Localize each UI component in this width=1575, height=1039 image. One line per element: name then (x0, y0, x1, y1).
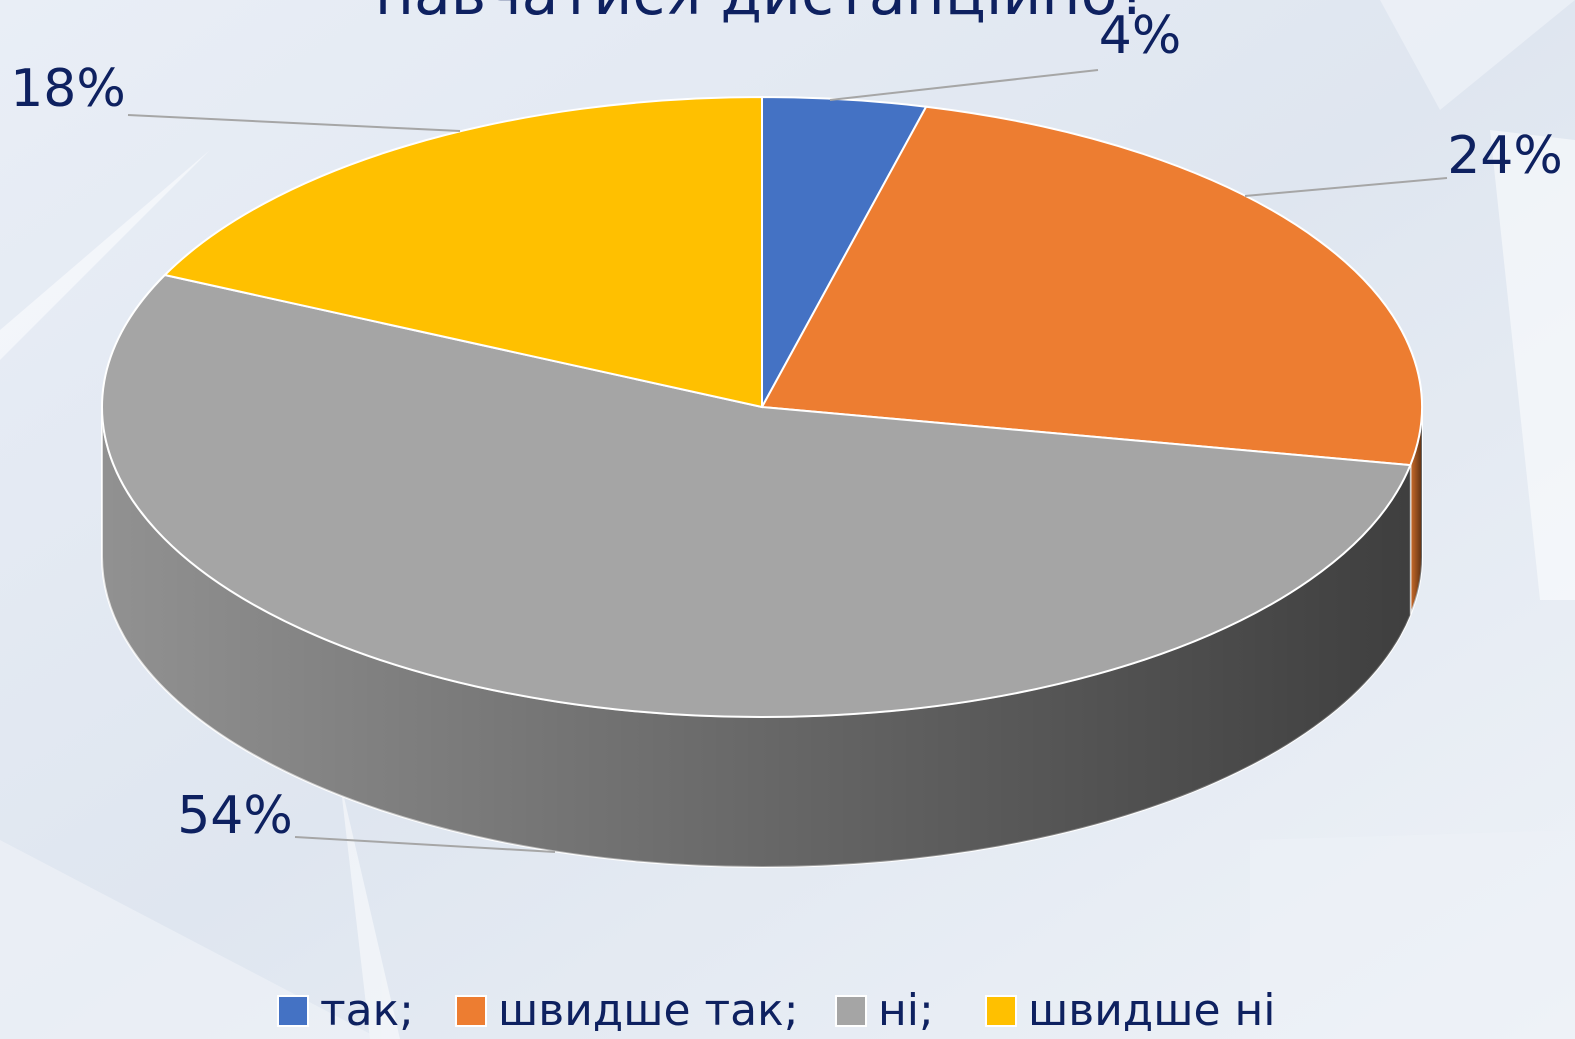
pie-slice (101, 273, 1412, 718)
leader-line (829, 69, 1099, 101)
pie-slice (760, 105, 1423, 467)
data-label: 54% (177, 786, 293, 846)
data-label: 18% (10, 59, 126, 119)
data-label: 4% (1099, 6, 1182, 66)
legend-swatch (835, 995, 867, 1027)
leader-line (294, 836, 556, 853)
chart-title: навчатися дистанційно? (375, 0, 1149, 29)
legend-label: швидше так; (498, 985, 799, 1036)
pie-slice (162, 95, 763, 409)
legend-swatch (985, 995, 1017, 1027)
legend-label: так; (320, 985, 414, 1036)
leader-line (1244, 177, 1448, 197)
legend-swatch (277, 995, 309, 1027)
legend-swatch (455, 995, 487, 1027)
data-label: 24% (1447, 126, 1563, 186)
legend-label: швидше ні (1028, 985, 1276, 1036)
leader-line (127, 114, 461, 132)
legend-label: ні; (878, 985, 934, 1036)
pie-side-shade (102, 407, 1411, 868)
